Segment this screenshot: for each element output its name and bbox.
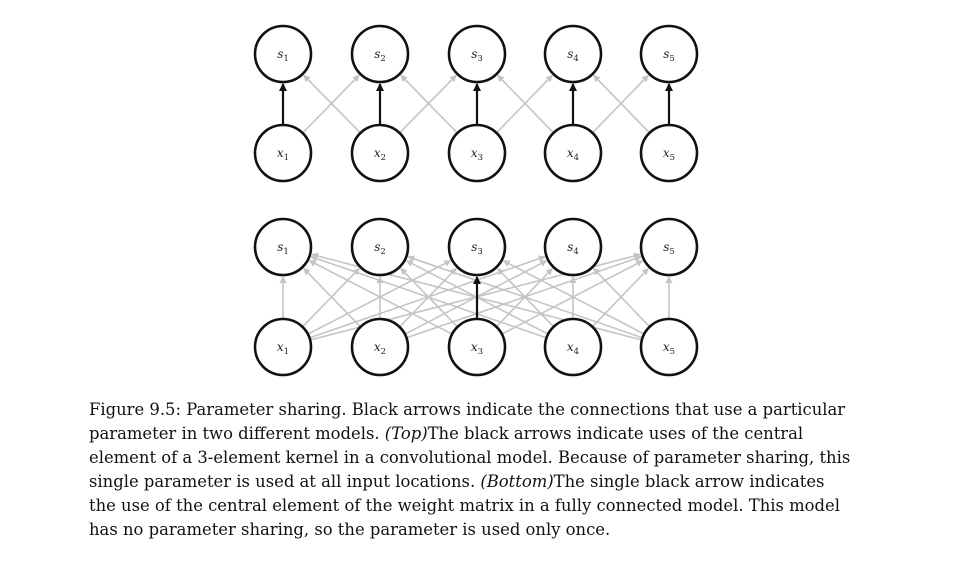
- input-node-label: x4: [567, 146, 579, 163]
- output-node-label: s3: [471, 47, 483, 64]
- output-node-4: s4: [543, 217, 603, 277]
- caption-line-2: parameter in two different models. (Top)…: [89, 422, 879, 446]
- input-node-circle: [350, 317, 410, 377]
- input-node-5: x5: [639, 123, 699, 183]
- caption-text: the use of the central element of the we…: [89, 496, 840, 515]
- convolutional-model-diagram: s1 s2 s3 s4 s5 x1 x2 x3 x4 x5: [253, 24, 699, 183]
- output-node-2: s2: [350, 24, 410, 84]
- output-node-1: s1: [253, 217, 313, 277]
- parameter-sharing-figure: s1 s2 s3 s4 s5 x1 x2 x3 x4 x5 s1 s2 s3 s4 s5 x1 x2 x3 x4 x…: [253, 24, 699, 377]
- input-node-circle: [253, 123, 313, 183]
- caption-text: The single black arrow indicates: [553, 472, 825, 491]
- output-node-label: s1: [277, 240, 289, 257]
- output-node-label: s5: [663, 240, 675, 257]
- output-node-label: s4: [567, 240, 579, 257]
- figure-caption: Figure 9.5: Parameter sharing. Black arr…: [89, 398, 879, 542]
- output-node-label: s1: [277, 47, 289, 64]
- caption-line-6: has no parameter sharing, so the paramet…: [89, 518, 879, 542]
- edges: [279, 74, 673, 133]
- connection-arrow: [502, 260, 644, 335]
- input-node-circle: [350, 123, 410, 183]
- connection-arrow: [310, 255, 546, 339]
- output-node-label: s2: [374, 47, 386, 64]
- caption-line-4: single parameter is used at all input lo…: [89, 470, 879, 494]
- caption-text: element of a 3-element kernel in a convo…: [89, 448, 851, 467]
- caption-line-5: the use of the central element of the we…: [89, 494, 879, 518]
- input-node-circle: [639, 317, 699, 377]
- connection-arrow: [400, 74, 458, 133]
- input-node-4: x4: [543, 123, 603, 183]
- caption-text: The black arrows indicate uses of the ce…: [427, 424, 804, 443]
- input-node-label: x5: [663, 340, 675, 357]
- caption-text: has no parameter sharing, so the paramet…: [89, 520, 611, 539]
- output-node-3: s3: [447, 217, 507, 277]
- connection-arrow: [497, 74, 554, 133]
- input-node-circle: [253, 317, 313, 377]
- connection-arrow: [593, 74, 650, 133]
- caption-line-3: element of a 3-element kernel in a convo…: [89, 446, 879, 470]
- input-node-label: x3: [471, 340, 483, 357]
- output-node-circle: [447, 217, 507, 277]
- output-node-label: s4: [567, 47, 579, 64]
- input-node-1: x1: [253, 123, 313, 183]
- output-node-circle: [350, 217, 410, 277]
- connection-arrow: [303, 74, 361, 133]
- input-node-2: x2: [350, 317, 410, 377]
- input-node-label: x5: [663, 146, 675, 163]
- caption-text: Figure 9.5: Parameter sharing. Black arr…: [89, 400, 846, 419]
- output-node-5: s5: [639, 217, 699, 277]
- output-node-circle: [543, 24, 603, 84]
- fully-connected-model-diagram: s1 s2 s3 s4 s5 x1 x2 x3 x4 x5: [253, 217, 699, 377]
- input-node-1: x1: [253, 317, 313, 377]
- input-node-label: x3: [471, 146, 483, 163]
- input-node-circle: [447, 123, 507, 183]
- output-node-circle: [639, 24, 699, 84]
- input-node-circle: [543, 123, 603, 183]
- caption-line-1: Figure 9.5: Parameter sharing. Black arr…: [89, 398, 879, 422]
- input-node-label: x2: [374, 340, 386, 357]
- caption-bottom-label: (Bottom): [480, 472, 554, 491]
- output-node-5: s5: [639, 24, 699, 84]
- output-node-circle: [447, 24, 507, 84]
- output-node-circle: [350, 24, 410, 84]
- output-node-circle: [543, 217, 603, 277]
- input-node-circle: [447, 317, 507, 377]
- output-node-3: s3: [447, 24, 507, 84]
- output-node-circle: [639, 217, 699, 277]
- connection-arrow: [303, 267, 361, 327]
- connection-arrow: [308, 260, 452, 335]
- input-node-3: x3: [447, 123, 507, 183]
- caption-text: single parameter is used at all input lo…: [89, 472, 481, 491]
- output-node-label: s2: [374, 240, 386, 257]
- caption-text: parameter in two different models.: [89, 424, 385, 443]
- output-node-1: s1: [253, 24, 313, 84]
- input-node-3: x3: [447, 317, 507, 377]
- output-node-4: s4: [543, 24, 603, 84]
- connection-arrow: [593, 267, 650, 327]
- input-node-label: x2: [374, 146, 386, 163]
- input-node-4: x4: [543, 317, 603, 377]
- output-node-circle: [253, 24, 313, 84]
- input-node-label: x4: [567, 340, 579, 357]
- input-node-circle: [639, 123, 699, 183]
- output-node-label: s5: [663, 47, 675, 64]
- connection-arrow: [407, 255, 642, 339]
- output-node-circle: [253, 217, 313, 277]
- input-node-label: x1: [277, 146, 289, 163]
- input-node-5: x5: [639, 317, 699, 377]
- input-node-label: x1: [277, 340, 289, 357]
- output-node-2: s2: [350, 217, 410, 277]
- output-node-label: s3: [471, 240, 483, 257]
- input-node-2: x2: [350, 123, 410, 183]
- input-node-circle: [543, 317, 603, 377]
- caption-top-label: (Top): [384, 424, 428, 443]
